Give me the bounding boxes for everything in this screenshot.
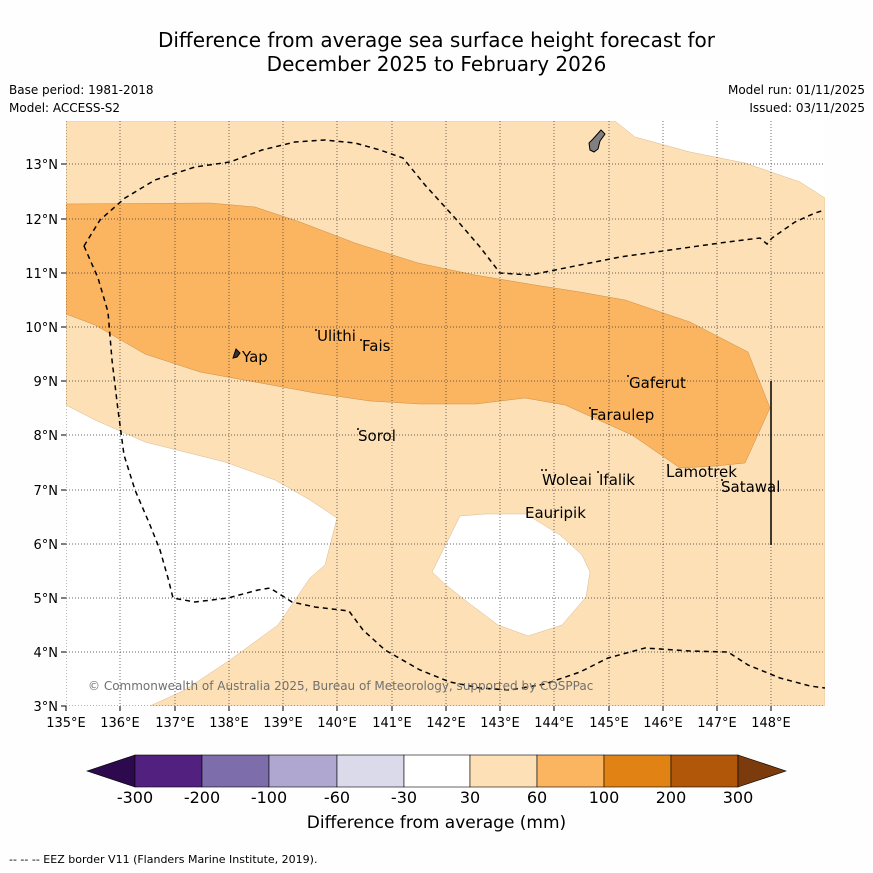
- lat-tick-label: 13°N: [25, 158, 58, 173]
- lon-tick-label: 140°E: [317, 716, 357, 731]
- lon-tick-label: 144°E: [534, 716, 574, 731]
- copyright-notice: © Commonwealth of Australia 2025, Bureau…: [88, 679, 593, 693]
- place-label-faraulep: Faraulep: [590, 406, 654, 424]
- colorbar-swatch: [201, 754, 270, 788]
- colorbar-extend-high: [737, 754, 787, 788]
- colorbar-swatch: [469, 754, 538, 788]
- place-label-yap: Yap: [241, 348, 268, 366]
- map-title-line1: Difference from average sea surface heig…: [157, 28, 716, 52]
- model-run-date: Model run: 01/11/2025: [727, 83, 865, 97]
- neutral-hole-eauripik: [431, 513, 591, 637]
- yap-island: [232, 348, 241, 359]
- place-label-ulithi: Ulithi: [317, 327, 356, 345]
- colorbar-label: -60: [324, 788, 350, 807]
- colorbar-label: -200: [184, 788, 220, 807]
- place-label-gaferut: Gaferut: [629, 374, 686, 392]
- lon-tick-label: 148°E: [751, 716, 791, 731]
- lat-tick-label: 7°N: [34, 484, 59, 499]
- eez-border-west: [83, 245, 825, 691]
- place-label-satawal: Satawal: [721, 478, 780, 496]
- colorbar: [86, 754, 787, 788]
- issued-date: Issued: 03/11/2025: [749, 101, 865, 115]
- colorbar-label: 60: [527, 788, 547, 807]
- model-name: Model: ACCESS-S2: [9, 101, 121, 115]
- colorbar-swatch: [536, 754, 605, 788]
- colorbar-label: -300: [117, 788, 153, 807]
- lon-tick-label: 139°E: [263, 716, 303, 731]
- lon-tick-label: 136°E: [100, 716, 140, 731]
- colorbar-label: 300: [723, 788, 754, 807]
- atoll-markers: [315, 329, 723, 481]
- lat-tick-label: 11°N: [25, 267, 58, 282]
- lat-tick-label: 6°N: [34, 538, 59, 553]
- lat-tick-label: 4°N: [34, 646, 59, 661]
- axis-ticks: [61, 163, 772, 711]
- colorbar-label: -100: [251, 788, 287, 807]
- lon-tick-label: 142°E: [426, 716, 466, 731]
- lat-tick-label: 9°N: [34, 375, 59, 390]
- lon-tick-label: 135°E: [46, 716, 86, 731]
- map-title-line2: December 2025 to February 2026: [266, 52, 607, 76]
- base-period: Base period: 1981-2018: [9, 83, 154, 97]
- colorbar-extend-low: [86, 754, 136, 788]
- place-label-woleai: Woleai: [542, 471, 592, 489]
- lon-tick-label: 137°E: [155, 716, 195, 731]
- place-label-lamotrek: Lamotrek: [666, 463, 737, 481]
- colorbar-swatch: [670, 754, 739, 788]
- lat-tick-label: 5°N: [34, 592, 59, 607]
- anomaly-band-60-100: [66, 202, 771, 469]
- lat-tick-label: 10°N: [25, 321, 58, 336]
- lon-tick-label: 147°E: [697, 716, 737, 731]
- lon-tick-label: 146°E: [643, 716, 683, 731]
- place-label-eauripik: Eauripik: [525, 504, 586, 522]
- colorbar-swatch: [603, 754, 672, 788]
- colorbar-label: 30: [460, 788, 480, 807]
- lon-tick-label: 138°E: [209, 716, 249, 731]
- gridlines: [66, 121, 825, 706]
- colorbar-swatch: [336, 754, 405, 788]
- colorbar-swatch: [268, 754, 338, 788]
- place-label-sorol: Sorol: [358, 427, 396, 445]
- lon-tick-label: 141°E: [372, 716, 412, 731]
- map-plot-area: [66, 121, 825, 706]
- lon-tick-label: 145°E: [589, 716, 629, 731]
- colorbar-label: 200: [656, 788, 687, 807]
- eez-legend-note: -- -- -- EEZ border V11 (Flanders Marine…: [9, 853, 318, 866]
- lat-tick-label: 12°N: [25, 213, 58, 228]
- guam-island: [588, 129, 606, 153]
- lat-tick-label: 8°N: [34, 429, 59, 444]
- colorbar-title: Difference from average (mm): [306, 813, 567, 833]
- lat-tick-label: 3°N: [34, 700, 59, 715]
- colorbar-swatch: [134, 754, 203, 788]
- eez-border: [83, 139, 825, 276]
- lon-tick-label: 143°E: [480, 716, 520, 731]
- colorbar-swatch: [403, 754, 471, 788]
- colorbar-label: 100: [589, 788, 620, 807]
- place-label-fais: Fais: [362, 337, 391, 355]
- place-label-ifalik: Ifalik: [599, 471, 635, 489]
- colorbar-label: -30: [391, 788, 417, 807]
